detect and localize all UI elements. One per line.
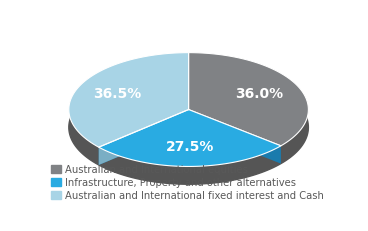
Polygon shape [188,109,281,164]
Polygon shape [99,109,188,165]
Text: 36.0%: 36.0% [235,87,283,101]
Text: 27.5%: 27.5% [166,140,214,154]
Polygon shape [188,53,308,146]
Text: 36.5%: 36.5% [93,87,142,101]
Polygon shape [69,70,308,184]
Polygon shape [99,109,281,167]
Polygon shape [99,109,188,165]
Polygon shape [69,53,188,147]
Legend: Australian and International equities, Infrastructure, Property and other altern: Australian and International equities, I… [51,165,324,201]
Polygon shape [188,109,281,164]
